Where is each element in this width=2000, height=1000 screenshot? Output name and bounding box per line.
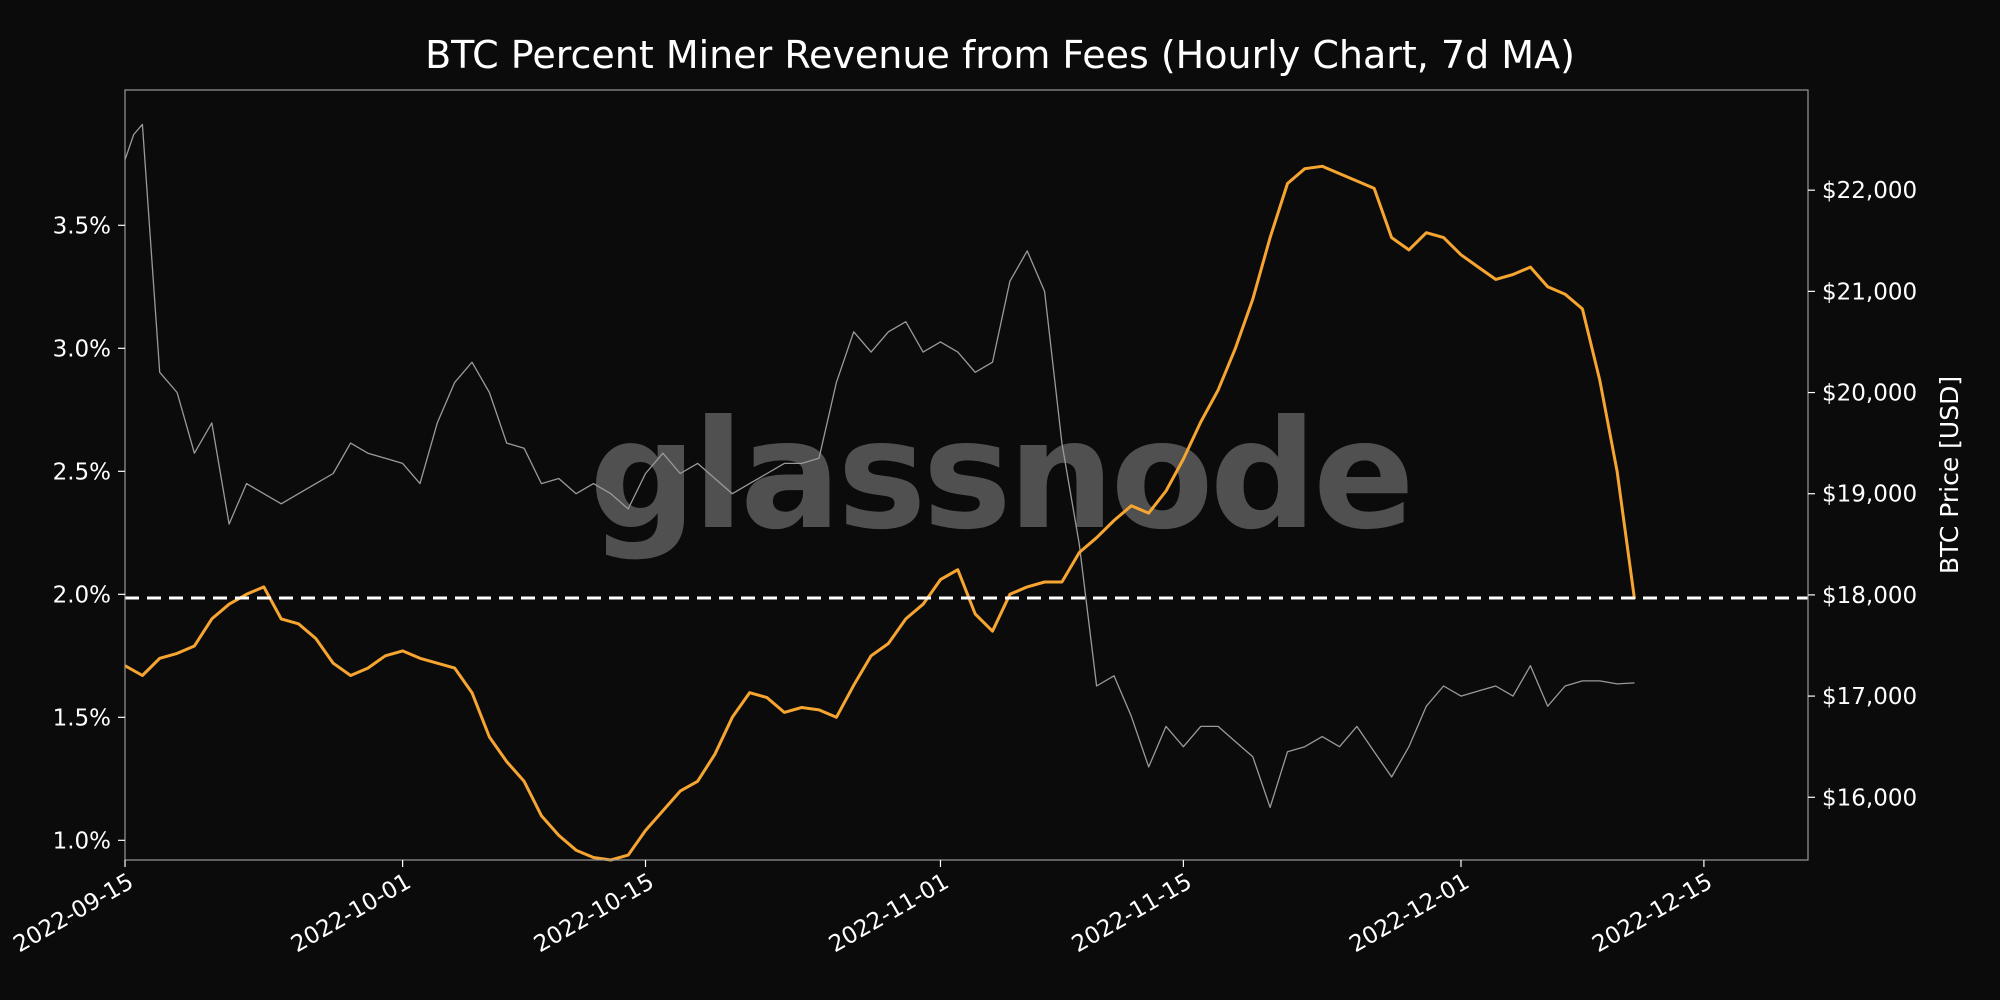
right-y-axis: $16,000 $17,000 $18,000 $19,000 $20,000 $21,0…: [1808, 178, 1917, 811]
fee-percent-line: [124, 164, 1636, 862]
left-y-tick-label: 3.5%: [53, 213, 111, 239]
right-y-tick-label: $16,000: [1822, 785, 1917, 811]
glassnode-watermark: glassnode: [589, 389, 1411, 563]
left-y-tick-label: 2.0%: [53, 582, 111, 608]
right-y-tick-label: $20,000: [1822, 381, 1917, 407]
plot-frame: [124, 89, 1809, 861]
left-y-tick-label: 1.0%: [53, 828, 111, 854]
left-y-tick-label: 3.0%: [53, 336, 111, 362]
right-y-tick-label: $19,000: [1822, 482, 1917, 508]
right-y-tick-label: $21,000: [1822, 279, 1917, 305]
right-y-tick-label: $17,000: [1822, 684, 1917, 710]
btc-price-line: [124, 123, 1635, 809]
left-y-tick-label: 1.5%: [53, 705, 111, 731]
left-y-axis: 1.0% 1.5% 2.0% 2.5% 3.0% 3.5%: [53, 213, 125, 854]
right-axis-title: BTC Price [USD]: [1935, 376, 1964, 574]
left-y-tick-label: 2.5%: [53, 459, 111, 485]
right-y-tick-label: $22,000: [1822, 178, 1917, 204]
right-y-tick-label: $18,000: [1822, 583, 1917, 609]
chart-title: BTC Percent Miner Revenue from Fees (Hou…: [425, 33, 1575, 77]
fee-series-layer: [124, 164, 1636, 862]
price-series-layer: [124, 123, 1635, 809]
